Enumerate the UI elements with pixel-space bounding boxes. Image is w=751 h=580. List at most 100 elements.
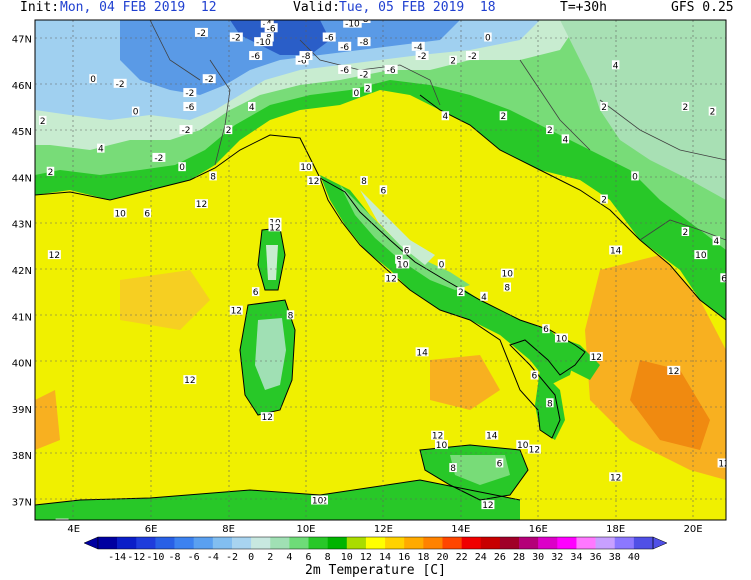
land-balkans-light bbox=[560, 20, 726, 200]
colorbar-cell bbox=[308, 537, 328, 549]
contour-label: 8 bbox=[504, 284, 510, 294]
contour-label: 12 bbox=[529, 446, 540, 456]
coastline-adriatic bbox=[419, 94, 726, 321]
contour-label: 10 bbox=[517, 441, 529, 451]
contour-label-bg bbox=[254, 37, 273, 47]
colorbar-cell bbox=[557, 537, 577, 549]
contour-label-bg bbox=[747, 134, 751, 143]
contour-label: 6 bbox=[532, 371, 538, 381]
colorbar-tick: 36 bbox=[590, 552, 602, 563]
contour-label-bg bbox=[480, 291, 488, 301]
contour-label-bg bbox=[681, 226, 690, 236]
contour-label-bg bbox=[546, 398, 554, 408]
colorbar-tick: -6 bbox=[188, 552, 200, 563]
lat-label: 40N bbox=[12, 359, 32, 370]
contour-label-bg bbox=[248, 101, 256, 111]
contour-label: 10 bbox=[556, 334, 568, 344]
contour-label-bg bbox=[431, 430, 445, 440]
contour-label-bg bbox=[720, 273, 726, 283]
colorbar-cell bbox=[193, 537, 214, 549]
lat-label: 42N bbox=[12, 266, 32, 277]
lon-label: 20E bbox=[684, 524, 703, 535]
contour-label-bg bbox=[97, 143, 105, 153]
coastline-italy bbox=[319, 176, 586, 439]
contour-label-bg bbox=[357, 37, 371, 47]
contour-label-bg bbox=[379, 185, 388, 195]
contour-label: 6 bbox=[253, 288, 259, 298]
contour-label-bg bbox=[338, 64, 352, 74]
contour-label-bg bbox=[681, 101, 690, 111]
contour-label-bg bbox=[299, 51, 313, 61]
colorbar-tick: 18 bbox=[417, 552, 429, 563]
contour-label: 4 bbox=[562, 135, 568, 145]
colorbar-cell bbox=[633, 537, 654, 549]
contour-label: 2 bbox=[710, 108, 716, 118]
init-value: Mon, 04 FEB 2019 12 bbox=[60, 0, 217, 15]
contour-label-bg bbox=[495, 458, 504, 468]
contour-label-bg bbox=[516, 439, 530, 449]
colorbar-tick: -10 bbox=[146, 552, 164, 563]
contour-label: -6 bbox=[387, 66, 396, 76]
contour-label: 6 bbox=[404, 246, 410, 256]
colorbar-cell bbox=[346, 537, 367, 549]
contour-label-bg bbox=[194, 199, 208, 209]
contour-label-bg bbox=[485, 430, 499, 440]
colorbar-tick: 12 bbox=[360, 552, 372, 563]
lat-label: 41N bbox=[12, 312, 32, 323]
contour-label-bg bbox=[113, 78, 127, 88]
contour-label-bg bbox=[667, 365, 681, 375]
contour-label-bg bbox=[503, 282, 512, 292]
valid-value: Tue, 05 FEB 2019 18 bbox=[339, 0, 496, 15]
lon-label: 8E bbox=[222, 524, 235, 535]
contour-label-bg bbox=[202, 74, 216, 84]
contour-label-bg bbox=[357, 69, 371, 79]
contour-label-bg bbox=[352, 88, 361, 98]
colorbar-tick: 28 bbox=[513, 552, 525, 563]
contour-label-bg bbox=[384, 64, 398, 74]
contour-label-bg bbox=[457, 287, 465, 297]
land-corsica-inner bbox=[266, 245, 278, 280]
contour-label-bg bbox=[712, 236, 721, 246]
contour-label: 10 bbox=[312, 496, 324, 506]
contour-label: 8 bbox=[450, 464, 456, 474]
colorbar-cell bbox=[365, 537, 386, 549]
contour-label: 2 bbox=[226, 126, 232, 136]
colorbar-arrow-high bbox=[652, 536, 668, 550]
contour-label: -2 bbox=[116, 80, 125, 90]
contour-label: 8 bbox=[288, 311, 294, 321]
contour-label-bg bbox=[179, 125, 193, 135]
colorbar-arrow-low bbox=[83, 536, 99, 550]
contour-label: 0 bbox=[179, 163, 185, 173]
colorbar-tick: -14 bbox=[108, 552, 126, 563]
colorbar-tick: 30 bbox=[532, 552, 544, 563]
contour-label: 12 bbox=[56, 520, 67, 530]
colorbar-tick: 38 bbox=[609, 552, 621, 563]
lon-label: 4E bbox=[67, 524, 80, 535]
colorbar-tick: 34 bbox=[570, 552, 582, 563]
contour-label-bg bbox=[499, 111, 508, 121]
colorbar-cell bbox=[461, 537, 482, 549]
contour-label-bg bbox=[449, 463, 457, 473]
contour-label: 8 bbox=[361, 177, 367, 187]
contour-label-bg bbox=[530, 370, 539, 380]
contour-label-bg bbox=[307, 176, 321, 186]
lon-label: 12E bbox=[374, 524, 393, 535]
lon-label: 18E bbox=[606, 524, 625, 535]
contour-label: 6 bbox=[144, 209, 150, 219]
colorbar-tick-labels: -14 -12 -10 -8 -6 -4 -2 0 2 4 6 8 10 12 14 16 18 20 22 24 26… bbox=[108, 552, 640, 563]
contour-label-bg bbox=[554, 333, 568, 343]
contour-label-bg bbox=[609, 472, 623, 482]
colorbar-tick: 6 bbox=[306, 552, 312, 563]
contour-label: 6 bbox=[497, 459, 503, 469]
colorbar-cell bbox=[423, 537, 443, 549]
colorbar-cell bbox=[117, 537, 137, 549]
valid-label: Valid: bbox=[293, 0, 340, 15]
contour-label: 4 bbox=[249, 103, 255, 113]
contour-label: 8 bbox=[547, 399, 553, 409]
contour-label-bg bbox=[268, 222, 282, 232]
colorbar-tick: 10 bbox=[341, 552, 353, 563]
contour-label: 10 bbox=[114, 209, 126, 219]
contour-label-bg bbox=[249, 51, 263, 61]
contour-label-bg bbox=[527, 444, 541, 454]
contour-label: -2 bbox=[185, 89, 194, 99]
